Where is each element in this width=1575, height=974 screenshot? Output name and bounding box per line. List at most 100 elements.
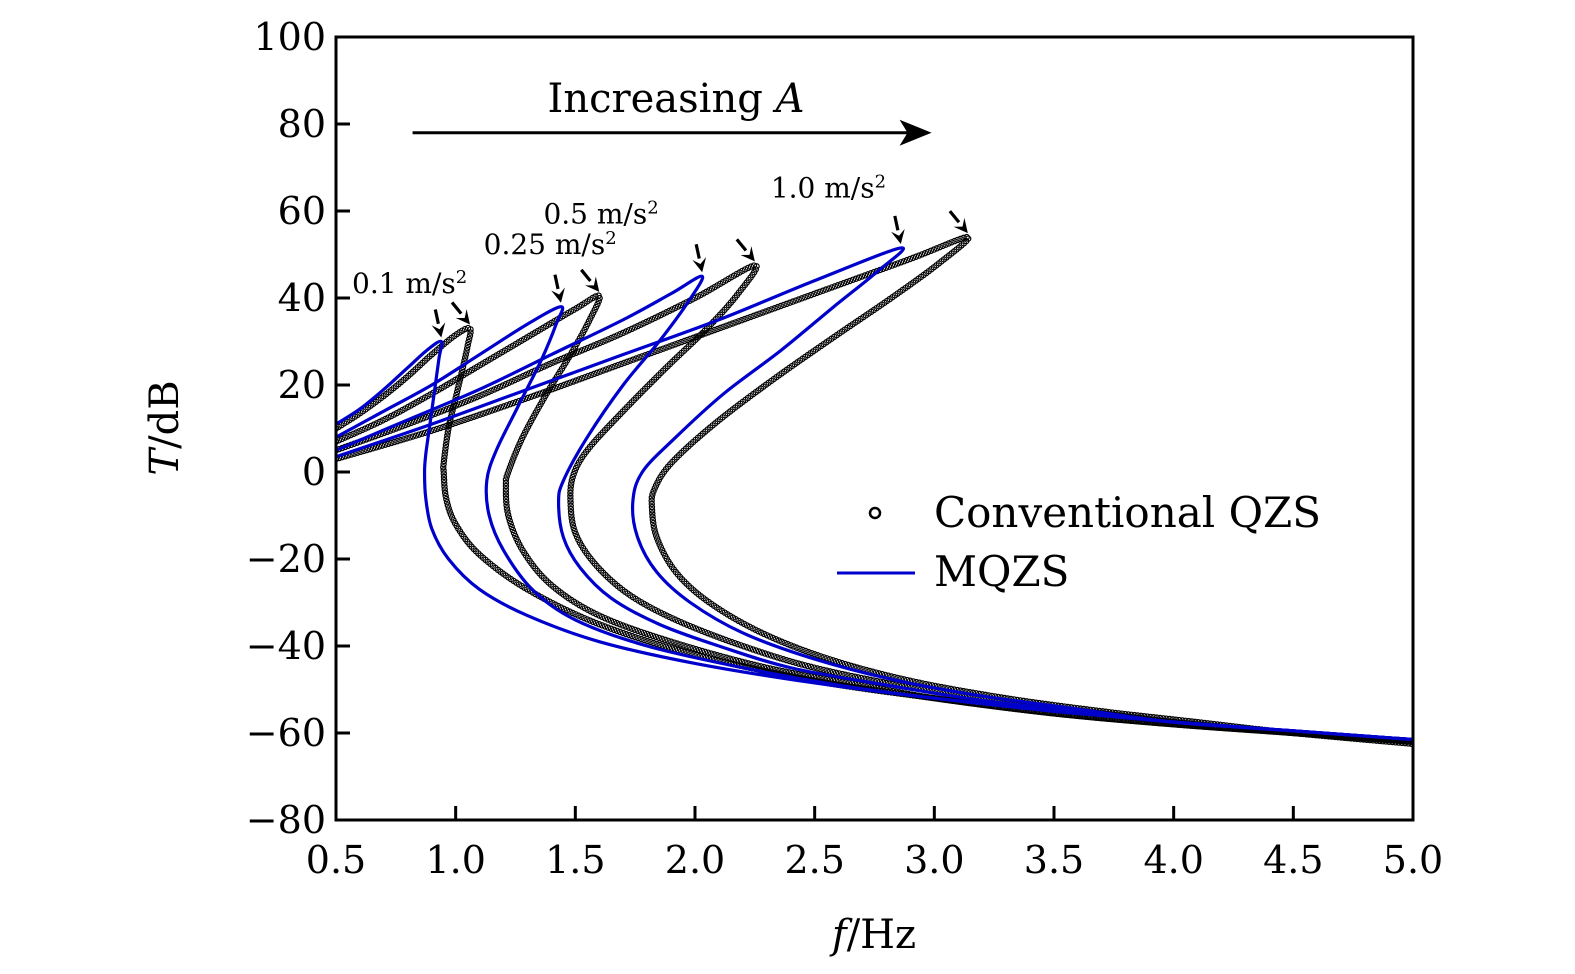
qzs-point bbox=[690, 334, 697, 341]
qzs-point bbox=[610, 618, 618, 626]
qzs-point bbox=[552, 358, 559, 365]
qzs-point bbox=[482, 409, 489, 416]
qzs-point bbox=[649, 516, 657, 524]
qzs-point bbox=[743, 644, 751, 651]
qzs-point bbox=[338, 435, 346, 443]
qzs-point bbox=[437, 424, 444, 432]
qzs-point bbox=[766, 665, 774, 672]
amplitude-label-0.25: 0.25 m/s2 bbox=[484, 227, 617, 260]
legend-marker-circle bbox=[868, 506, 882, 520]
qzs-point bbox=[446, 508, 453, 515]
qzs-point bbox=[861, 272, 869, 279]
peak-pointer-arrowhead bbox=[740, 246, 755, 262]
qzs-point bbox=[918, 251, 926, 258]
qzs-point bbox=[716, 634, 723, 641]
qzs-point bbox=[834, 282, 842, 289]
qzs-point bbox=[753, 263, 760, 270]
qzs-point bbox=[738, 317, 745, 324]
qzs-point bbox=[763, 664, 771, 672]
qzs-point bbox=[590, 342, 597, 349]
peak-pointer-arrowhead bbox=[692, 257, 707, 273]
qzs-point bbox=[563, 353, 571, 360]
qzs-point bbox=[555, 357, 562, 364]
qzs-point bbox=[500, 403, 508, 410]
qzs-point bbox=[745, 660, 752, 667]
qzs-point bbox=[811, 651, 818, 658]
qzs-point bbox=[843, 278, 851, 286]
qzs-point bbox=[437, 408, 445, 415]
qzs-point bbox=[616, 621, 624, 628]
qzs-point bbox=[814, 665, 821, 672]
qzs-point bbox=[648, 507, 656, 514]
qzs-point bbox=[769, 634, 777, 642]
qzs-point bbox=[440, 464, 447, 471]
qzs-point bbox=[686, 622, 694, 630]
qzs-point bbox=[503, 498, 510, 506]
x-tick-label: 3.5 bbox=[1024, 838, 1084, 882]
qzs-point bbox=[441, 483, 448, 490]
qzs-point bbox=[849, 276, 857, 283]
qzs-point bbox=[447, 511, 455, 518]
qzs-point bbox=[613, 619, 621, 627]
peak-pointer-arrow bbox=[735, 238, 748, 252]
qzs-point bbox=[571, 467, 578, 475]
qzs-point bbox=[796, 645, 803, 652]
qzs-point bbox=[760, 663, 768, 671]
qzs-point bbox=[650, 523, 657, 530]
qzs-point bbox=[807, 291, 814, 299]
qzs-point bbox=[566, 352, 574, 359]
qzs-point bbox=[900, 258, 908, 265]
qzs-point bbox=[823, 655, 830, 662]
qzs-point bbox=[515, 443, 522, 450]
y-tick-label: −80 bbox=[246, 798, 326, 842]
qzs-point bbox=[624, 358, 631, 365]
qzs-point bbox=[711, 651, 718, 658]
qzs-point bbox=[828, 284, 836, 291]
qzs-point bbox=[397, 437, 404, 444]
qzs-point bbox=[761, 650, 769, 657]
qzs-point bbox=[579, 375, 586, 382]
qzs-point bbox=[640, 629, 648, 637]
y-tick-label: 60 bbox=[278, 189, 326, 233]
qzs-point bbox=[696, 332, 703, 339]
qzs-point bbox=[651, 526, 658, 533]
qzs-point bbox=[446, 421, 453, 429]
qzs-point bbox=[780, 301, 787, 309]
qzs-point bbox=[933, 245, 940, 252]
qzs-point bbox=[787, 642, 794, 649]
qzs-point bbox=[648, 494, 656, 501]
qzs-point bbox=[648, 503, 656, 511]
qzs-point bbox=[653, 640, 660, 648]
x-tick-label: 2.0 bbox=[665, 838, 725, 882]
qzs-point bbox=[467, 414, 474, 422]
qzs-point bbox=[570, 470, 577, 478]
qzs-point bbox=[473, 393, 480, 401]
qzs-point bbox=[811, 664, 818, 671]
qzs-point bbox=[672, 341, 679, 348]
qzs-point bbox=[508, 458, 516, 465]
qzs-point bbox=[506, 517, 513, 525]
qzs-point bbox=[891, 261, 899, 268]
qzs-point bbox=[446, 404, 454, 412]
qzs-point bbox=[440, 473, 448, 481]
qzs-point bbox=[592, 619, 600, 627]
qzs-point bbox=[607, 617, 615, 624]
qzs-point bbox=[407, 419, 415, 427]
qzs-point bbox=[578, 613, 585, 621]
qzs-point bbox=[693, 333, 700, 340]
qzs-point bbox=[530, 392, 538, 399]
peak-pointer-arrow bbox=[580, 268, 592, 283]
qzs-point bbox=[548, 386, 556, 393]
x-tick-label: 2.5 bbox=[784, 838, 844, 882]
qzs-point bbox=[440, 470, 447, 477]
qzs-point bbox=[840, 279, 848, 287]
qzs-point bbox=[608, 334, 615, 342]
qzs-point bbox=[452, 402, 460, 409]
qzs-point bbox=[692, 625, 700, 632]
qzs-point bbox=[701, 648, 709, 655]
qzs-point bbox=[678, 338, 685, 346]
x-tick-label: 1.5 bbox=[545, 838, 605, 882]
qzs-point bbox=[441, 451, 448, 458]
qzs-point bbox=[510, 529, 518, 537]
qzs-point bbox=[464, 341, 471, 349]
